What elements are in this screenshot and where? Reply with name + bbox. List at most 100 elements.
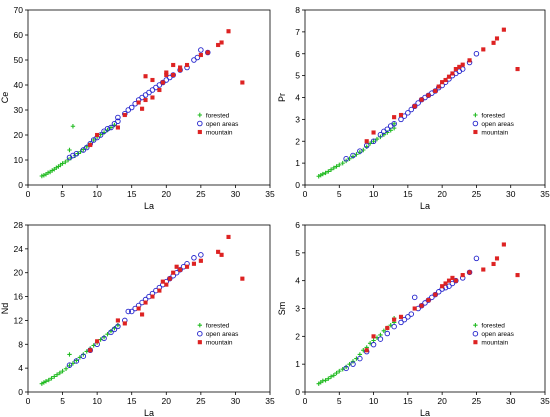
x-tick-label: 10 [92,189,102,199]
data-point [357,355,363,362]
data-point [198,52,203,58]
data-point [460,273,465,278]
data-point [101,128,107,134]
data-point [371,334,376,339]
legend-label: mountain [481,340,508,347]
data-point [391,323,397,330]
y-tick-label: 1 [295,359,300,369]
data-point [198,258,203,263]
data-point [501,242,506,247]
data-point [146,89,152,96]
data-point [191,261,196,266]
x-tick-label: 5 [337,396,342,406]
data-point [80,147,87,153]
x-tick-label: 5 [60,189,65,199]
data-point [136,100,141,105]
data-point [143,300,148,305]
data-point [415,100,421,106]
data-point [337,368,342,374]
data-point [432,88,439,94]
data-point [453,277,459,284]
chart-2: 0 5 10 15 20 25 30 35 0 4 8 12 16 20 24 28 La Nd forestedo… [0,220,275,417]
data-point [52,374,57,379]
chart-1: 0 5 10 15 20 25 30 35 0 1 2 3 4 5 6 7 8 La Pr forestedopen … [277,5,550,211]
data-point [392,317,397,322]
data-point [408,311,415,317]
data-point [443,77,448,83]
y-tick-label: 1 [295,158,300,168]
plot-frame [304,224,546,393]
data-point [412,104,417,109]
x-tick-label: 0 [303,396,308,406]
data-point [63,366,69,371]
data-point [88,142,93,148]
data-point [115,125,120,130]
data-point [457,64,462,69]
data-point [73,358,80,364]
data-point [166,275,173,282]
data-point [391,125,397,131]
data-point [515,67,520,72]
data-point [364,139,369,144]
y-tick-label: 4 [18,363,23,373]
legend-label: open areas [481,331,514,338]
data-point [515,273,520,278]
data-point [364,348,369,353]
x-axis-label: La [420,201,430,211]
data-point [426,93,431,98]
data-point [467,270,472,275]
data-point [392,115,397,120]
data-point [150,77,155,83]
data-point [95,339,100,344]
data-point [398,116,404,123]
data-point [140,106,145,111]
x-tick-label: 10 [92,396,102,406]
data-point [171,270,176,275]
data-point [401,316,408,323]
data-point [460,62,465,67]
data-point [67,147,72,153]
data-point [156,82,163,88]
data-point [467,58,472,63]
legend-label: forested [481,113,505,120]
data-point [194,54,201,61]
legend-marker [197,323,203,328]
data-point [108,329,114,336]
data-point [157,288,162,293]
legend-label: open areas [481,121,514,128]
data-point [411,103,418,109]
data-point [115,114,121,121]
data-point [104,125,111,132]
x-tick-label: 15 [403,189,413,199]
y-tick-label: 6 [295,49,300,59]
data-point [443,281,448,286]
data-point [412,306,417,311]
data-point [433,88,438,93]
data-point [128,308,135,315]
data-point [433,292,438,297]
data-point [323,170,328,176]
y-tick-label: 0 [18,387,23,397]
x-tick-label: 30 [506,396,516,406]
data-point [405,314,411,320]
x-tick-label: 15 [403,396,413,406]
data-point [164,70,169,75]
data-point [216,42,221,48]
data-point [178,267,183,272]
data-point [128,104,135,111]
data-point [115,318,120,323]
legend-label: open areas [206,331,239,338]
data-point [205,49,211,56]
data-point [57,370,63,376]
x-tick-label: 35 [265,396,275,406]
data-point [191,255,197,261]
legend-marker [197,112,203,118]
data-point [115,118,121,124]
data-point [54,372,60,377]
legend-marker [473,340,478,345]
data-point [73,150,80,157]
data-point [328,374,334,379]
series-mountain [364,27,520,144]
